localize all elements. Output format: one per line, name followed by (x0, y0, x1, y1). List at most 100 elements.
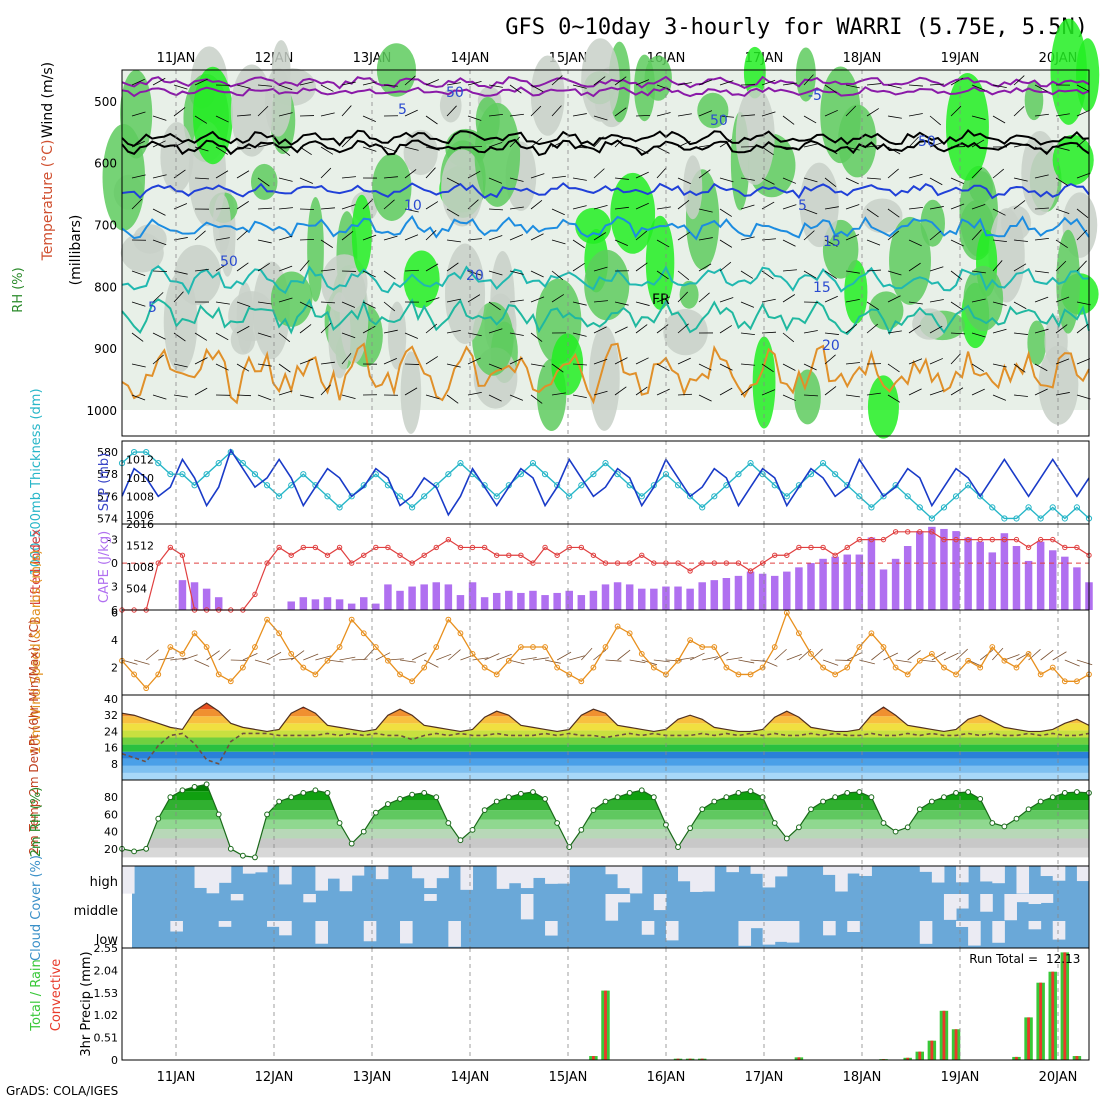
cloud-cell (1041, 866, 1054, 876)
cape-bar (614, 582, 621, 610)
precip-convective-bar (1051, 972, 1054, 1060)
temp-band (122, 738, 1089, 745)
cloud-cell (315, 921, 328, 944)
rh-point (1026, 807, 1031, 812)
cape-bar (723, 578, 730, 610)
cloud-level-label: high (90, 875, 118, 890)
cape-bar (783, 572, 790, 610)
cloud-cell (231, 894, 244, 900)
cloud-cell (521, 894, 534, 919)
rh-point (881, 821, 886, 826)
cape-bar (759, 574, 766, 610)
temp-band (122, 766, 1089, 773)
contour-label: -5 (808, 88, 822, 104)
rh-point (1075, 790, 1080, 795)
cloud-cell (859, 866, 872, 876)
cape-bar (602, 584, 609, 610)
cloud-cell (521, 866, 534, 888)
slp-axis-label: SLP (mb) (97, 453, 112, 512)
cape-bar (541, 595, 548, 610)
lifted-index-tick: 0 (111, 557, 118, 570)
rh-point (603, 799, 608, 804)
rh-point (627, 791, 632, 796)
surface-wind-barb (255, 660, 270, 664)
rh-point (833, 795, 838, 800)
rh-shade-cell (634, 55, 655, 122)
rh-point (567, 845, 572, 850)
rh-point (893, 829, 898, 834)
temp-tick: 16 (104, 742, 118, 755)
cape-bar (868, 537, 875, 610)
cape-bar (408, 587, 415, 610)
contour-label: 5 (148, 300, 157, 316)
cloud-cell (932, 866, 945, 883)
cloud-cell (122, 866, 135, 894)
cape-bar (505, 591, 512, 610)
precip-convective-bar (1063, 952, 1066, 1060)
pressure-axis-label: (millibars) (68, 215, 84, 286)
contour-label: 5 (798, 198, 807, 214)
surface-wind-barb (557, 652, 571, 660)
cape-bar (904, 546, 911, 610)
surface-wind-barb (195, 660, 210, 667)
cloud-cell (1029, 894, 1042, 904)
rh-point (398, 797, 403, 802)
cape-bar (940, 529, 947, 610)
cape-bar (396, 591, 403, 610)
cloud-cell (956, 866, 969, 882)
rh-tick: 40 (104, 826, 118, 839)
surface-wind-barb (956, 649, 968, 660)
cloud-cell (364, 921, 377, 941)
date-label-bottom: 11JAN (157, 1070, 196, 1085)
rh-point (676, 845, 681, 850)
surface-wind-barb (835, 660, 851, 661)
rh-point (1014, 816, 1019, 821)
rh-point (555, 821, 560, 826)
rh-point (386, 802, 391, 807)
rh-shade-cell (404, 130, 438, 175)
rh-point (531, 790, 536, 795)
slp-tick: 1012 (126, 453, 154, 466)
temp-band (122, 745, 1089, 752)
wind-tick: 4 (111, 634, 118, 647)
cloud-cell (424, 894, 437, 901)
cape-bar (312, 599, 319, 610)
cape-tick: 504 (126, 583, 147, 596)
wind-legend-label: Wind (m/s) (40, 62, 56, 138)
date-label-bottom: 14JAN (451, 1070, 490, 1085)
cape-bar (493, 593, 500, 610)
cape-bar (916, 531, 923, 610)
cloud-cell (980, 894, 993, 912)
rh-point (313, 788, 318, 793)
cloud-cell (618, 894, 631, 902)
surface-wind-barb (871, 650, 884, 660)
cape-bar (578, 595, 585, 610)
cape-bar (880, 569, 887, 610)
cloud-cell (751, 921, 764, 928)
cloud-cell (920, 866, 933, 872)
cloud-cell (243, 866, 256, 874)
cape-bar (626, 584, 633, 610)
rh-point (470, 827, 475, 832)
cloud-cell (835, 866, 848, 892)
surface-wind-barb (1077, 660, 1092, 665)
precip-convective-bar (955, 1029, 958, 1060)
cloud-cell (1016, 894, 1029, 902)
pressure-tick: 800 (94, 280, 117, 294)
cape-bar (336, 599, 343, 610)
cape-bar (735, 576, 742, 610)
rh-shade-cell (133, 224, 167, 253)
cloud-cell (751, 866, 764, 874)
rh-band (122, 848, 1089, 857)
cape-bar (384, 584, 391, 610)
rh-point (857, 790, 862, 795)
rh-point (942, 795, 947, 800)
cloud-cell (980, 866, 993, 881)
rh-shade-cell (912, 308, 947, 339)
rh-point (917, 807, 922, 812)
rh-point (216, 812, 221, 817)
rh-shade-cell (683, 155, 702, 219)
surface-wind-barb (352, 659, 368, 660)
surface-wind-barb (485, 654, 500, 660)
cloud-cell (207, 866, 220, 893)
